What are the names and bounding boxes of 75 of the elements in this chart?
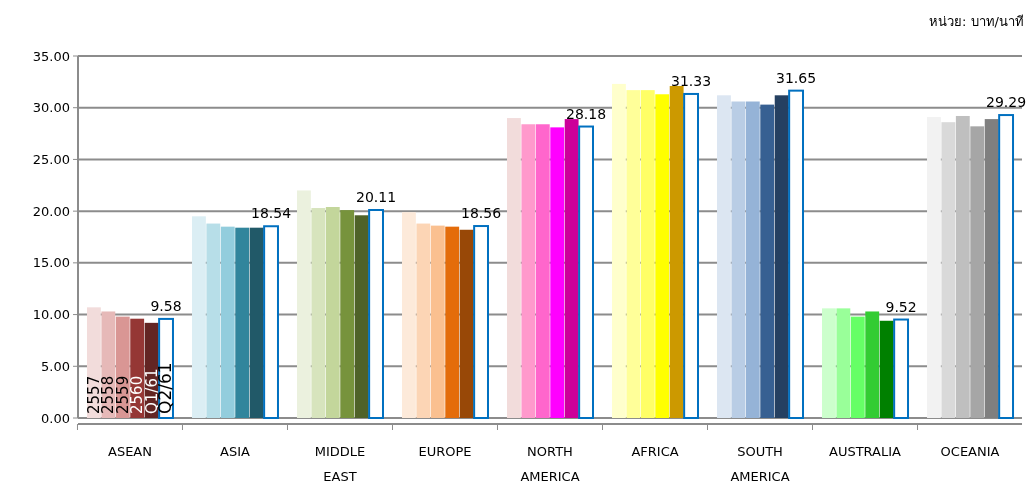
bar (191, 216, 206, 418)
bar (955, 115, 970, 418)
bar (206, 223, 221, 418)
bar (941, 122, 956, 418)
bar (521, 124, 536, 418)
bar (788, 89, 805, 419)
data-label: 31.33 (671, 72, 712, 89)
data-label: 28.18 (566, 105, 607, 122)
bar (731, 101, 746, 418)
y-tick-label: 30.00 (32, 100, 70, 116)
bar (745, 101, 760, 418)
bar (564, 119, 579, 418)
bar (612, 83, 626, 418)
bar (927, 117, 941, 418)
y-tick-label: 35.00 (32, 48, 70, 64)
x-tick-label: AUSTRALIA (829, 444, 902, 459)
bar (325, 207, 340, 418)
x-tick-label: MIDDLE EAST (314, 444, 366, 484)
y-tick-label: 10.00 (32, 307, 70, 323)
bar (263, 225, 279, 419)
bar (669, 85, 684, 418)
bar (970, 126, 985, 418)
bar (655, 94, 670, 418)
bar (984, 119, 999, 418)
x-tick-label: ASEAN (107, 444, 152, 459)
bar (865, 311, 880, 418)
bar (220, 226, 235, 418)
bar (550, 127, 565, 418)
data-label: 9.52 (885, 298, 917, 315)
bar (249, 227, 264, 418)
data-label: 31.65 (776, 69, 817, 86)
data-label: 9.58 (150, 297, 182, 314)
bar (235, 227, 250, 418)
bar (578, 125, 594, 419)
bar (774, 95, 789, 418)
bar (354, 215, 369, 418)
y-tick-label: 5.00 (41, 358, 70, 374)
bar (998, 114, 1015, 419)
bar (401, 212, 416, 418)
data-label: 18.54 (251, 205, 292, 222)
bar (340, 210, 355, 418)
data-label: 18.56 (461, 205, 502, 222)
bar (416, 223, 431, 418)
bar (879, 320, 894, 418)
bar (822, 308, 836, 418)
bar (296, 190, 311, 418)
bar (459, 229, 474, 418)
bar (311, 208, 326, 418)
bar (717, 95, 731, 418)
x-tick-label: ASIA (220, 444, 251, 459)
bar (683, 92, 700, 419)
bar (473, 225, 489, 419)
bar (640, 90, 655, 418)
x-tick-label: NORTH AMERICA (520, 444, 580, 484)
y-tick-label: 15.00 (32, 255, 70, 271)
bar (850, 316, 865, 418)
x-tick-label: SOUTH AMERICA (730, 444, 790, 484)
text: หน่วย: บาท/นาที (929, 14, 1024, 29)
bar (626, 90, 641, 418)
data-label: 20.11 (356, 189, 397, 206)
y-tick-label: 20.00 (32, 203, 70, 219)
x-tick-label: EUROPE (418, 444, 472, 459)
bar (368, 209, 384, 419)
bar (893, 318, 910, 419)
x-tick-label: OCEANIA (940, 444, 1000, 459)
bar (836, 308, 851, 418)
x-tick-label: AFRICA (631, 444, 679, 459)
bar (430, 225, 445, 418)
bar (760, 104, 775, 418)
bar (535, 124, 550, 418)
bar (445, 226, 460, 418)
bar (507, 118, 521, 418)
y-tick-label: 0.00 (41, 410, 70, 426)
data-label: 29.29 (986, 94, 1027, 111)
y-tick-label: 25.00 (32, 151, 70, 167)
